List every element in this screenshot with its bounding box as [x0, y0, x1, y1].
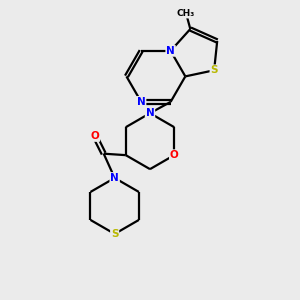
Text: N: N [146, 108, 154, 118]
Text: O: O [170, 150, 178, 160]
Text: N: N [137, 97, 146, 107]
Text: O: O [91, 131, 99, 141]
Text: N: N [110, 173, 119, 183]
Text: CH₃: CH₃ [177, 9, 195, 18]
Text: S: S [111, 229, 118, 239]
Text: S: S [210, 65, 218, 75]
Text: N: N [166, 46, 175, 56]
